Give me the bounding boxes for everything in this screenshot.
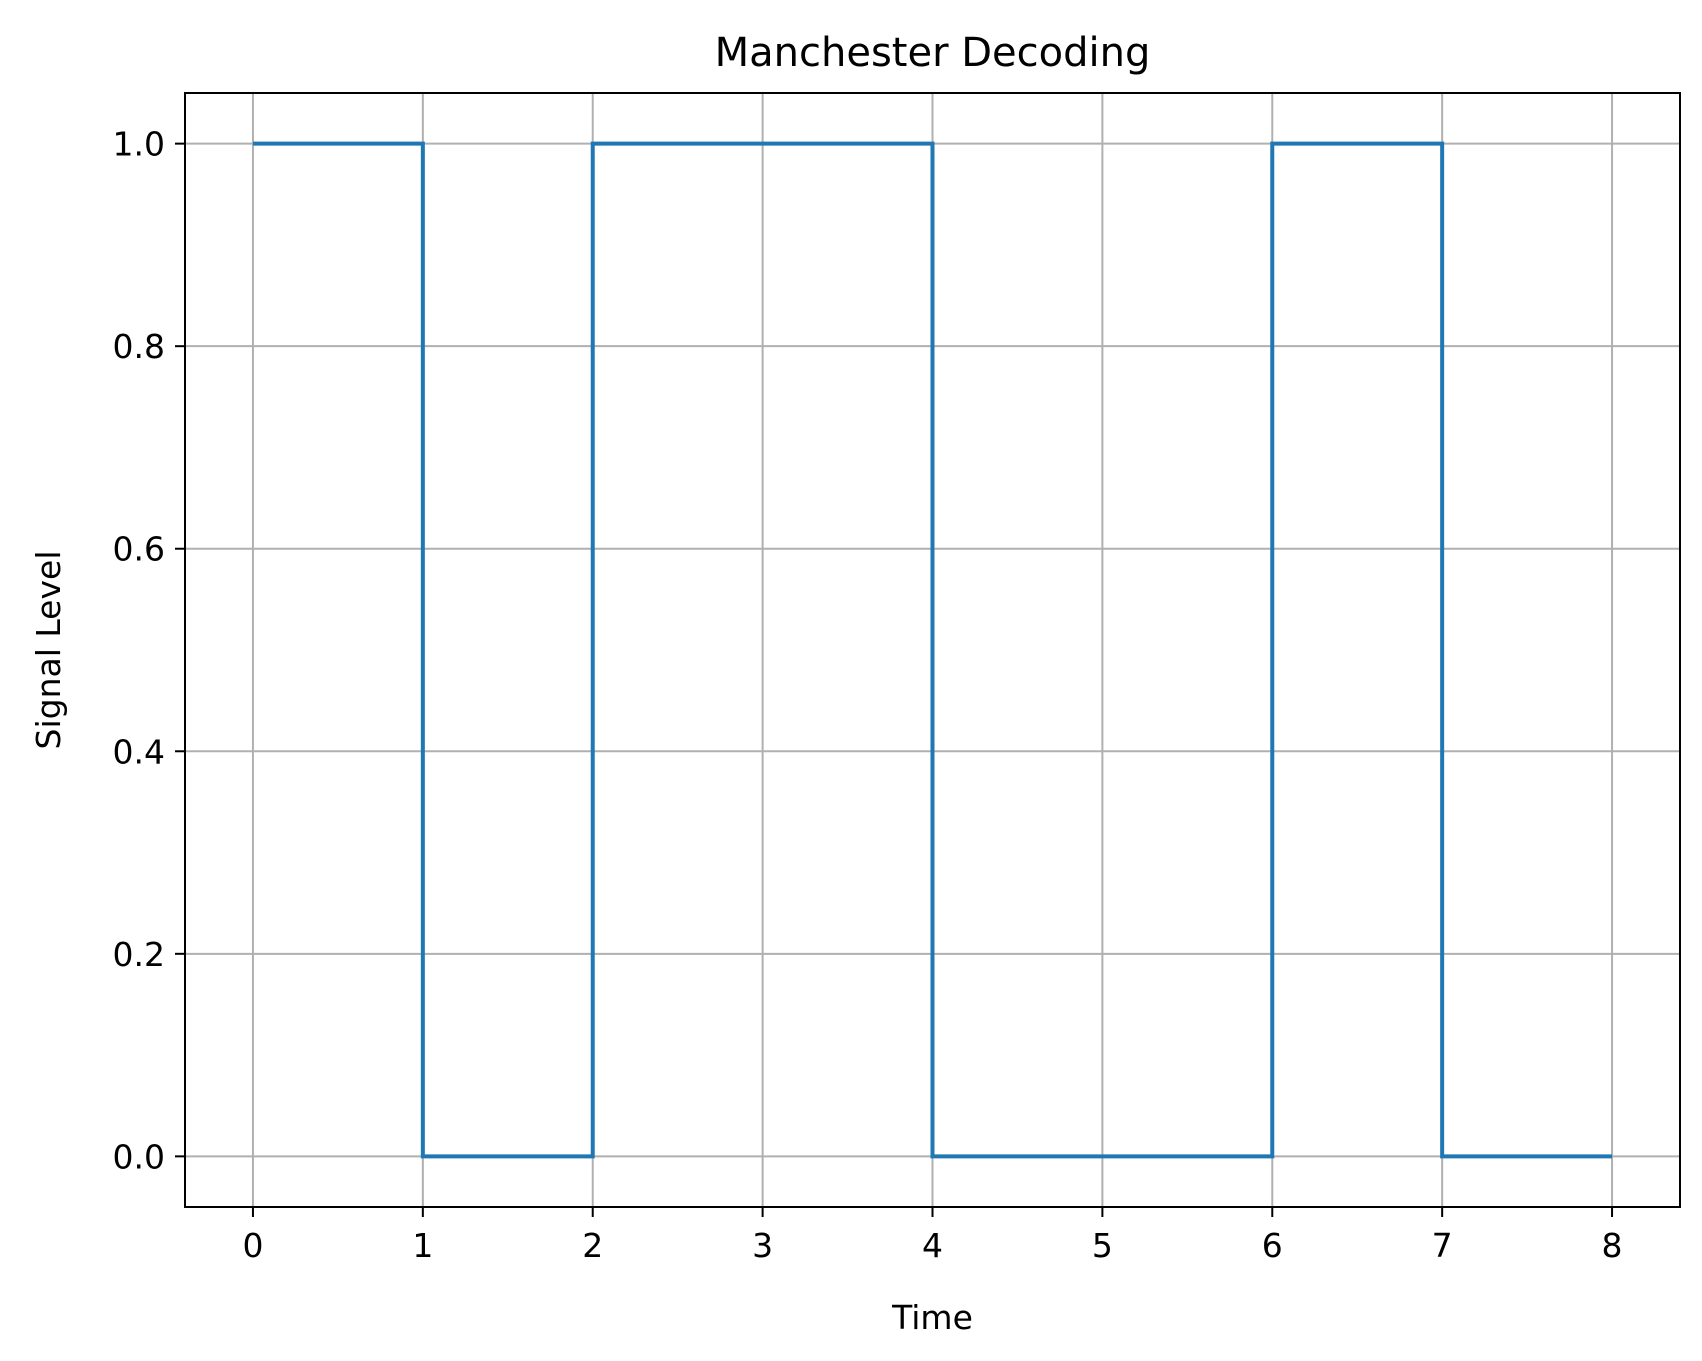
x-tick-label: 1 bbox=[412, 1226, 433, 1265]
y-tick-label: 1.0 bbox=[113, 125, 165, 164]
x-tick-label: 4 bbox=[922, 1226, 943, 1265]
y-tick-label: 0.0 bbox=[113, 1137, 165, 1176]
series-line bbox=[252, 141, 1613, 1159]
x-tick-label: 3 bbox=[752, 1226, 773, 1265]
x-axis-label: Time bbox=[891, 1298, 973, 1337]
x-tick-label: 8 bbox=[1602, 1226, 1623, 1265]
x-tick-label: 7 bbox=[1432, 1226, 1453, 1265]
x-tick-label: 5 bbox=[1092, 1226, 1113, 1265]
y-tick-label: 0.4 bbox=[113, 732, 165, 771]
tick-layer: 0 1 2 3 4 5 6 7 8 0.0 0.2 0.4 0.6 0.8 1.0 bbox=[113, 125, 1623, 1265]
y-axis-label: Signal Level bbox=[29, 551, 68, 750]
x-tick-label: 2 bbox=[582, 1226, 603, 1265]
y-tick-label: 0.6 bbox=[113, 530, 165, 569]
y-tick-label: 0.2 bbox=[113, 935, 165, 974]
x-tick-label: 6 bbox=[1262, 1226, 1283, 1265]
y-tick-label: 0.8 bbox=[113, 327, 165, 366]
x-tick-label: 0 bbox=[242, 1226, 263, 1265]
chart-title: Manchester Decoding bbox=[715, 30, 1151, 76]
series-layer bbox=[252, 141, 1613, 1159]
